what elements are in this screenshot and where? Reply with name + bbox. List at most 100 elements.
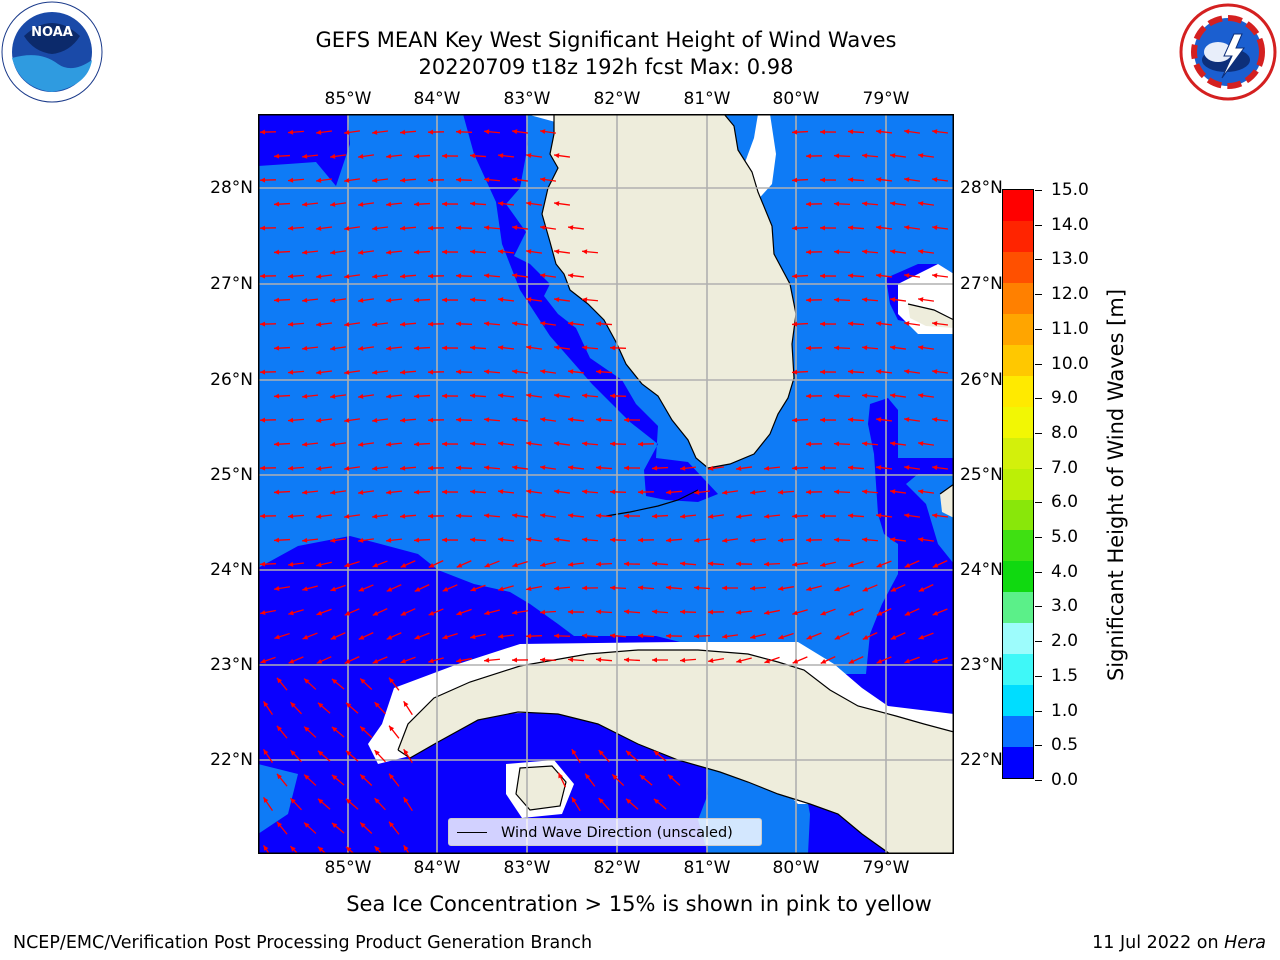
wave-direction-arrow [497, 393, 515, 399]
wave-direction-arrow [273, 489, 291, 495]
wave-direction-arrow [276, 677, 288, 691]
land-bahamas [908, 304, 954, 328]
wave-direction-arrow [567, 657, 585, 663]
lat-label-left: 24°N [210, 560, 253, 580]
wave-direction-arrow [581, 345, 599, 351]
wave-direction-arrow [721, 489, 739, 495]
colorbar-segment [1003, 468, 1033, 500]
colorbar-tick-mark [1035, 780, 1042, 781]
wave-direction-arrow [833, 441, 851, 447]
wave-direction-arrow [259, 465, 277, 471]
wave-direction-arrow [806, 585, 822, 592]
wave-direction-arrow [330, 632, 346, 640]
wave-direction-arrow [414, 632, 430, 640]
wave-direction-arrow [511, 129, 529, 135]
wave-direction-arrow [385, 537, 403, 543]
wave-direction-arrow [833, 393, 851, 399]
wave-direction-arrow [595, 657, 613, 663]
wave-direction-arrow [665, 537, 683, 543]
wave-direction-arrow [637, 441, 655, 447]
wave-direction-arrow [259, 369, 277, 375]
wave-direction-arrow [539, 129, 557, 135]
wave-direction-arrow [904, 656, 920, 664]
wave-direction-arrow [876, 560, 892, 568]
wave-direction-arrow [875, 273, 893, 279]
wave-direction-arrow [567, 321, 585, 327]
wave-direction-arrow [497, 489, 515, 495]
wave-direction-arrow [288, 609, 304, 616]
colorbar-segment [1003, 251, 1033, 284]
wave-direction-arrow [385, 297, 403, 303]
wave-direction-arrow [331, 678, 345, 690]
wave-direction-arrow [805, 489, 823, 495]
sea-ice-footnote: Sea Ice Concentration > 15% is shown in … [346, 892, 932, 916]
colorbar-tick-label: 9.0 [1051, 388, 1079, 409]
colorbar-tick-mark [1035, 641, 1042, 643]
wave-direction-arrow [344, 656, 360, 664]
wave-direction-arrow [819, 513, 837, 519]
wave-direction-arrow [651, 657, 669, 663]
wave-direction-arrow [667, 774, 681, 786]
wave-direction-arrow [903, 417, 921, 423]
wave-direction-arrow [707, 465, 725, 471]
wave-direction-arrow [903, 321, 921, 327]
wave-direction-arrow [427, 465, 445, 471]
wave-direction-arrow [374, 749, 386, 763]
lon-label-top: 81°W [683, 89, 731, 109]
wave-direction-arrow [385, 201, 403, 207]
wave-direction-arrow [819, 129, 837, 135]
wave-direction-arrow [595, 417, 613, 423]
wave-direction-arrow [595, 513, 613, 519]
wave-direction-arrow [343, 465, 361, 471]
lat-label-left: 23°N [210, 655, 253, 675]
wave-direction-arrow [917, 393, 935, 399]
wave-direction-arrow [455, 273, 473, 279]
lon-label-bottom: 80°W [772, 858, 820, 878]
wave-direction-arrow [917, 537, 935, 543]
wave-direction-arrow [777, 537, 795, 543]
wave-direction-arrow [413, 345, 431, 351]
wave-direction-arrow [273, 393, 291, 399]
wave-direction-arrow [567, 609, 585, 615]
wave-direction-arrow [303, 774, 317, 786]
lat-label-left: 26°N [210, 370, 253, 390]
wave-direction-arrow [371, 513, 389, 519]
wave-direction-arrow [791, 321, 809, 327]
wave-direction-arrow [441, 297, 459, 303]
wave-direction-arrow [539, 657, 557, 663]
wave-direction-arrow [315, 417, 333, 423]
wave-direction-arrow [385, 345, 403, 351]
wave-direction-arrow [525, 345, 543, 351]
wave-direction-arrow [917, 201, 935, 207]
wave-direction-arrow [388, 677, 400, 691]
colorbar-tick-mark [1035, 259, 1042, 261]
wave-direction-arrow [553, 297, 571, 303]
wave-direction-arrow [259, 513, 277, 519]
colorbar-segment [1003, 282, 1033, 315]
land-andros [940, 484, 954, 518]
wave-direction-arrow [400, 608, 416, 616]
wave-direction-arrow [553, 537, 571, 543]
wave-direction-arrow [651, 561, 669, 567]
wave-direction-arrow [317, 750, 331, 762]
wave-direction-arrow [581, 393, 599, 399]
credit-host: Hera [1224, 933, 1266, 953]
wave-direction-arrow [483, 369, 501, 375]
wave-direction-arrow [847, 465, 865, 471]
wave-direction-arrow [302, 585, 318, 592]
wave-direction-arrow [260, 609, 276, 616]
lat-label-right: 23°N [960, 655, 1003, 675]
wave-direction-arrow [497, 633, 515, 639]
wave-direction-arrow [861, 441, 879, 447]
wave-direction-arrow [525, 297, 543, 303]
colorbar-tick-mark [1035, 224, 1042, 226]
wave-direction-arrow [637, 633, 655, 639]
lon-label-bottom: 79°W [862, 858, 910, 878]
wave-direction-arrow [273, 201, 291, 207]
wave-direction-arrow [316, 561, 332, 568]
wave-direction-arrow [359, 774, 373, 786]
wave-direction-arrow [861, 345, 879, 351]
wave-direction-arrow [483, 225, 501, 231]
wave-direction-arrow [511, 417, 529, 423]
wave-direction-arrow [331, 774, 345, 786]
